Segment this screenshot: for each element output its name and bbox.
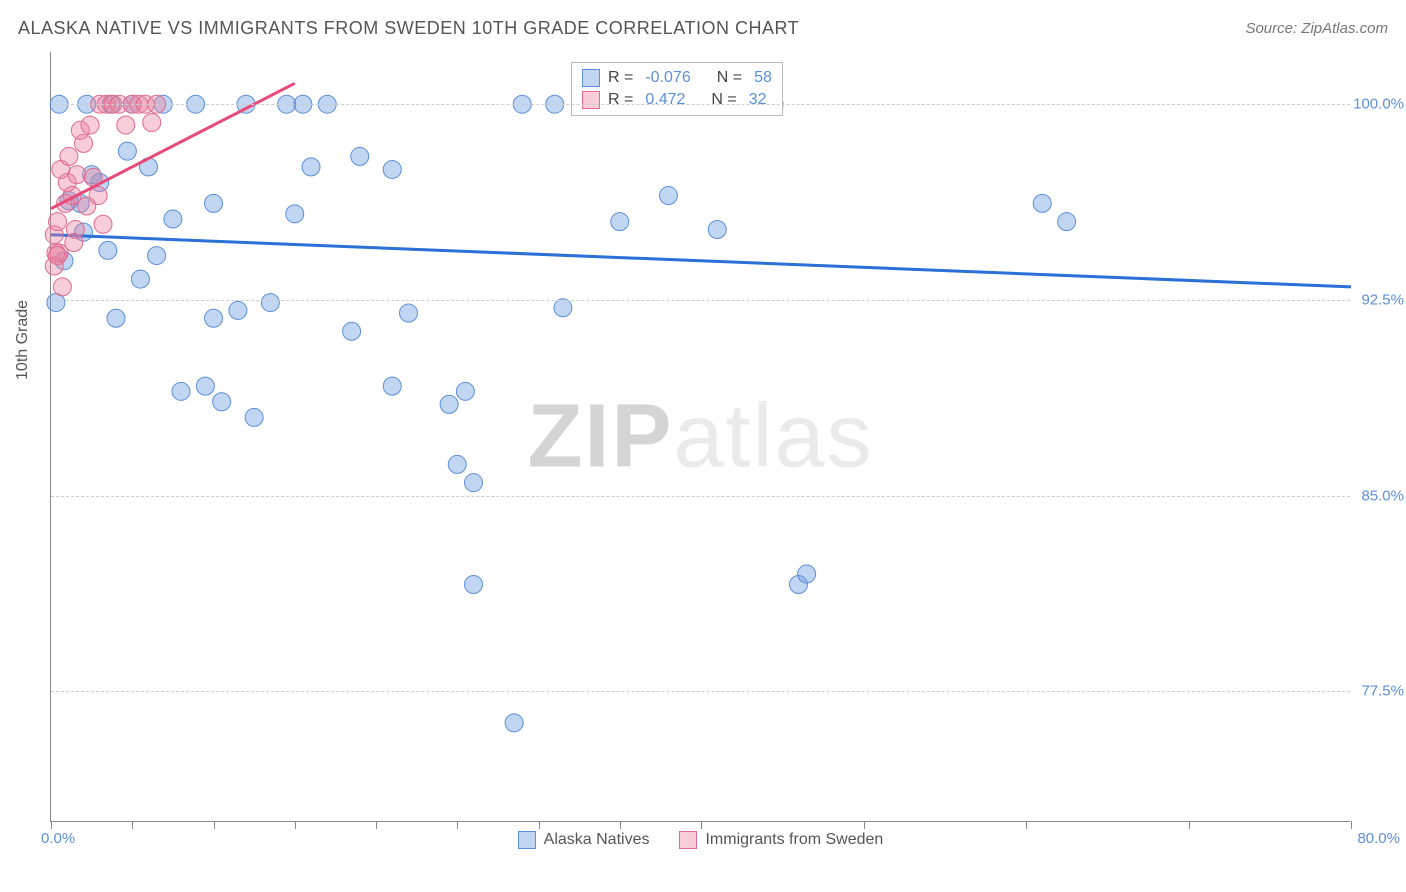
scatter-point (708, 220, 726, 238)
scatter-point (440, 395, 458, 413)
stat-n-label: N = (717, 69, 742, 87)
scatter-point (261, 294, 279, 312)
scatter-point (383, 160, 401, 178)
scatter-point (660, 187, 678, 205)
trendline (51, 235, 1351, 287)
scatter-point (400, 304, 418, 322)
x-tick (51, 821, 52, 829)
scatter-point (1033, 194, 1051, 212)
y-axis-title: 10th Grade (14, 300, 32, 380)
x-tick (457, 821, 458, 829)
scatter-point (49, 213, 67, 231)
plot-area: ZIPatlas R =-0.076 N =58 R =0.472 N =32 … (50, 52, 1350, 822)
scatter-point (343, 322, 361, 340)
legend-stats-box: R =-0.076 N =58 R =0.472 N =32 (571, 62, 783, 116)
x-tick (376, 821, 377, 829)
scatter-point (99, 241, 117, 259)
scatter-point (94, 215, 112, 233)
x-tick (1026, 821, 1027, 829)
scatter-point (60, 147, 78, 165)
scatter-point (148, 247, 166, 265)
scatter-point (456, 382, 474, 400)
legend-bottom: Alaska Natives Immigrants from Sweden (51, 831, 1350, 849)
y-tick-label: 77.5% (1361, 683, 1404, 700)
swatch-blue-icon (518, 831, 536, 849)
x-tick (1351, 821, 1352, 829)
x-tick (295, 821, 296, 829)
scatter-point (131, 270, 149, 288)
scatter-point (117, 116, 135, 134)
stat-n-pink: 32 (745, 91, 767, 109)
stat-r-blue: -0.076 (641, 69, 690, 87)
gridline-h (51, 104, 1350, 105)
scatter-point (465, 575, 483, 593)
source-label: Source: ZipAtlas.com (1245, 20, 1388, 37)
scatter-point (611, 213, 629, 231)
x-tick (864, 821, 865, 829)
y-tick-label: 92.5% (1361, 291, 1404, 308)
legend-item-pink: Immigrants from Sweden (679, 831, 883, 849)
chart-title: ALASKA NATIVE VS IMMIGRANTS FROM SWEDEN … (18, 18, 799, 39)
y-tick-label: 100.0% (1353, 96, 1404, 113)
x-tick (701, 821, 702, 829)
scatter-point (118, 142, 136, 160)
scatter-point (351, 147, 369, 165)
scatter-point (205, 194, 223, 212)
legend-label-blue: Alaska Natives (544, 831, 650, 849)
scatter-point (107, 309, 125, 327)
swatch-blue (582, 69, 600, 87)
scatter-point (49, 247, 67, 265)
scatter-point (205, 309, 223, 327)
scatter-point (213, 393, 231, 411)
scatter-point (302, 158, 320, 176)
scatter-point (143, 113, 161, 131)
scatter-point (383, 377, 401, 395)
scatter-point (465, 474, 483, 492)
x-tick (132, 821, 133, 829)
scatter-point (554, 299, 572, 317)
stat-r-pink: 0.472 (641, 91, 685, 109)
legend-label-pink: Immigrants from Sweden (705, 831, 883, 849)
x-end-label: 80.0% (1357, 830, 1400, 847)
stat-n-blue: 58 (750, 69, 772, 87)
scatter-point (68, 166, 86, 184)
gridline-h (51, 300, 1350, 301)
legend-row-blue: R = -0.076 N = 58 (582, 67, 772, 89)
gridline-h (51, 496, 1350, 497)
scatter-point (448, 455, 466, 473)
scatter-point (196, 377, 214, 395)
scatter-point (505, 714, 523, 732)
scatter-point (286, 205, 304, 223)
x-origin-label: 0.0% (41, 830, 75, 847)
x-tick (1189, 821, 1190, 829)
scatter-point (81, 116, 99, 134)
legend-row-pink: R = 0.472 N = 32 (582, 89, 772, 111)
scatter-point (164, 210, 182, 228)
stat-r-label: R = (608, 91, 633, 109)
scatter-point (229, 301, 247, 319)
swatch-pink-icon (679, 831, 697, 849)
scatter-point (53, 278, 71, 296)
x-tick (214, 821, 215, 829)
scatter-point (245, 408, 263, 426)
legend-item-blue: Alaska Natives (518, 831, 650, 849)
scatter-point (65, 234, 83, 252)
gridline-h (51, 691, 1350, 692)
scatter-point (1058, 213, 1076, 231)
swatch-pink (582, 91, 600, 109)
stat-n-label: N = (711, 91, 736, 109)
y-tick-label: 85.0% (1361, 487, 1404, 504)
x-tick (620, 821, 621, 829)
scatter-point (798, 565, 816, 583)
scatter-svg (51, 52, 1350, 821)
stat-r-label: R = (608, 69, 633, 87)
x-tick (539, 821, 540, 829)
scatter-point (172, 382, 190, 400)
